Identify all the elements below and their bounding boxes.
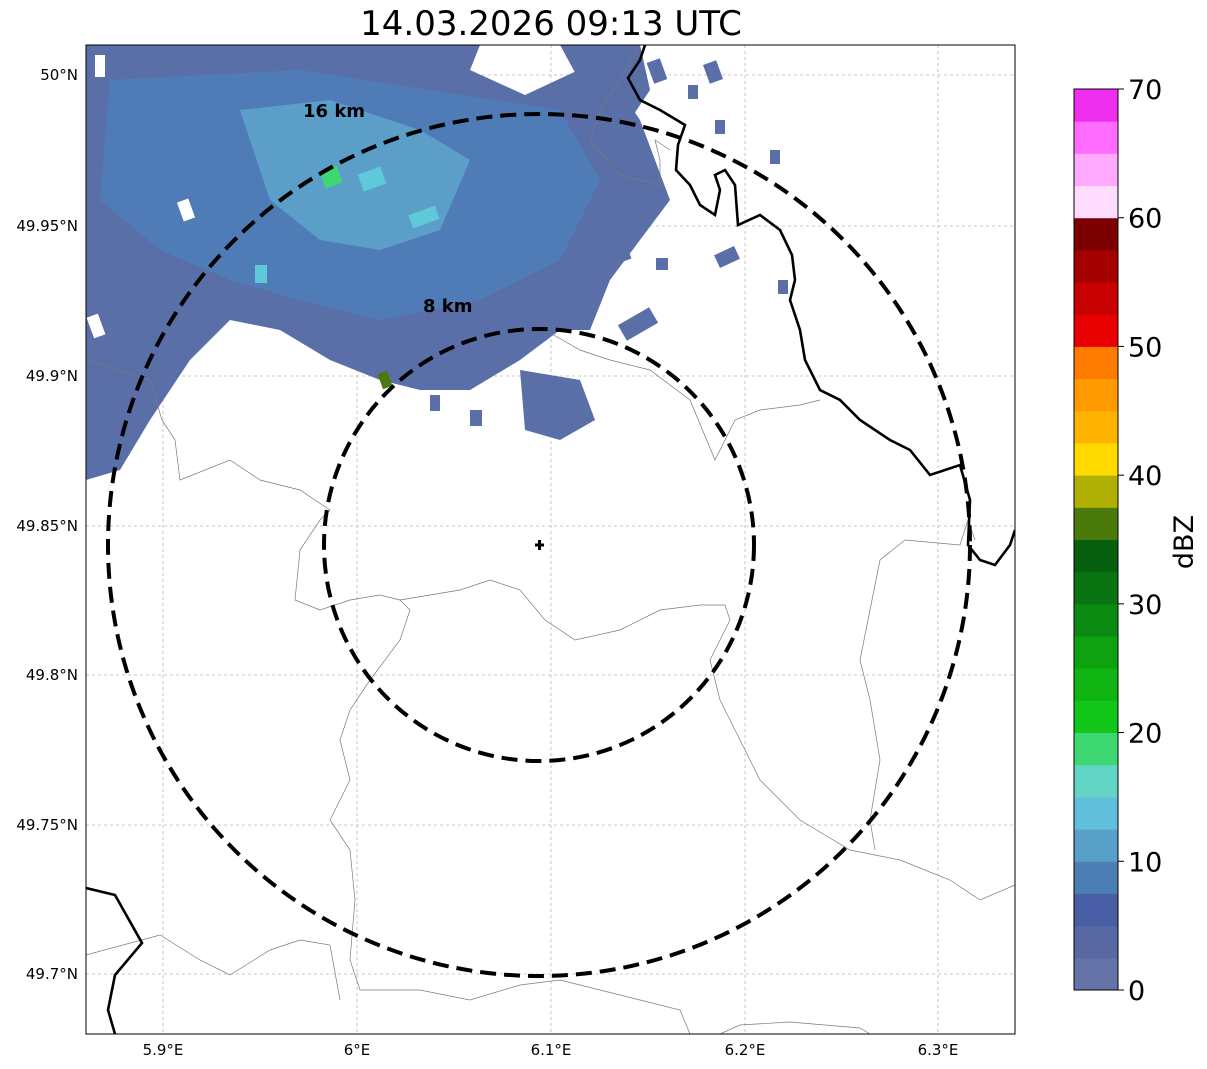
colorbar-tick-label: 20 <box>1128 719 1162 750</box>
colorbar-band <box>1074 217 1118 251</box>
lat-tick-label: 49.95°N <box>16 217 78 235</box>
admin-boundaries <box>86 45 1015 1034</box>
colorbar-band <box>1074 829 1118 862</box>
colorbar-band <box>1074 925 1118 959</box>
lat-tick-label: 49.75°N <box>16 816 78 834</box>
range-ring-16km <box>106 112 972 978</box>
lat-tick-label: 50°N <box>40 66 78 84</box>
lat-tick-label: 49.7°N <box>26 965 78 983</box>
radar-echo-area <box>86 45 788 480</box>
colorbar-band <box>1074 700 1118 734</box>
colorbar-tick-label: 0 <box>1128 976 1145 1007</box>
colorbar-tick-label: 10 <box>1128 847 1162 878</box>
ring-label-8km: 8 km <box>423 296 473 317</box>
colorbar-tick-label: 50 <box>1128 332 1162 363</box>
colorbar-band <box>1074 539 1118 573</box>
colorbar-band <box>1074 571 1118 605</box>
colorbar-band <box>1074 636 1118 669</box>
map-title: 14.03.2026 09:13 UTC <box>360 4 742 44</box>
range-ring-8km <box>322 327 756 763</box>
radar-site-cross-icon <box>535 540 544 550</box>
colorbar-band <box>1074 796 1118 830</box>
colorbar-tick-label: 70 <box>1128 75 1162 106</box>
river-border-line <box>86 45 1015 1034</box>
lon-tick-label: 6°E <box>344 1041 371 1059</box>
lat-tick-label: 49.8°N <box>26 666 78 684</box>
colorbar-band <box>1074 668 1118 701</box>
colorbar-band <box>1074 249 1118 283</box>
lat-tick-labels: 50°N 49.95°N 49.9°N 49.85°N 49.8°N 49.75… <box>16 66 78 983</box>
colorbar-band <box>1074 185 1118 219</box>
colorbar-band <box>1074 378 1118 412</box>
colorbar-band <box>1074 410 1118 444</box>
colorbar-band <box>1074 507 1118 540</box>
lon-tick-labels: 5.9°E 6°E 6.1°E 6.2°E 6.3°E <box>143 1041 959 1059</box>
colorbar-band <box>1074 732 1118 766</box>
range-rings <box>106 112 972 978</box>
colorbar-band <box>1074 861 1118 894</box>
colorbar-tick-label: 60 <box>1128 204 1162 235</box>
lon-tick-label: 5.9°E <box>143 1041 184 1059</box>
colorbar-tick-label: 40 <box>1128 461 1162 492</box>
map-frame <box>85 44 1016 1035</box>
colorbar-frame <box>1073 88 1119 991</box>
lat-tick-label: 49.85°N <box>16 517 78 535</box>
colorbar: 0 10 20 30 40 50 60 70 dBZ <box>1073 75 1200 1007</box>
colorbar-band <box>1074 603 1118 637</box>
colorbar-ticks: 0 10 20 30 40 50 60 70 <box>1118 75 1162 1007</box>
colorbar-band <box>1074 121 1118 154</box>
lat-tick-label: 49.9°N <box>26 367 78 385</box>
colorbar-band <box>1074 89 1118 122</box>
colorbar-band <box>1074 957 1118 991</box>
colorbar-bands <box>1074 89 1118 991</box>
colorbar-band <box>1074 764 1118 798</box>
lon-tick-label: 6.3°E <box>918 1041 959 1059</box>
colorbar-band <box>1074 314 1118 347</box>
colorbar-band <box>1074 893 1118 927</box>
lon-tick-label: 6.1°E <box>531 1041 572 1059</box>
colorbar-tick-label: 30 <box>1128 590 1162 621</box>
ring-label-16km: 16 km <box>303 101 365 122</box>
colorbar-band <box>1074 153 1118 187</box>
lon-tick-label: 6.2°E <box>725 1041 766 1059</box>
colorbar-band <box>1074 475 1118 508</box>
colorbar-band <box>1074 282 1118 315</box>
colorbar-label: dBZ <box>1169 515 1200 569</box>
colorbar-band <box>1074 442 1118 476</box>
colorbar-band <box>1074 346 1118 380</box>
